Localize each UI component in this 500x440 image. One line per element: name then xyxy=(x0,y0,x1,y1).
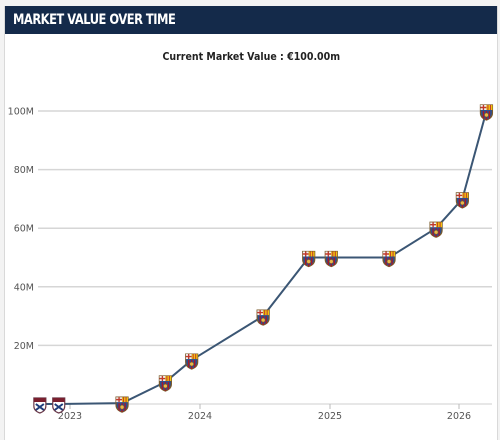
data-markers xyxy=(33,104,494,414)
club-crest-icon-1[interactable] xyxy=(33,397,47,414)
x-tick-label: 2024 xyxy=(188,411,212,422)
club-crest-icon-2[interactable] xyxy=(382,250,396,268)
market-value-widget: MARKET VALUE OVER TIME Current Market Va… xyxy=(4,6,498,440)
x-tick-label: 2023 xyxy=(58,411,82,422)
axes: 20M 40M 60M 80M 100M 2023 2024 2025 2026 xyxy=(8,107,471,423)
grid xyxy=(38,110,492,405)
current-market-value: Current Market Value : €100.00m xyxy=(5,50,497,63)
club-crest-icon-2[interactable] xyxy=(256,309,270,326)
y-tick-label: 20M xyxy=(14,341,34,352)
x-tick-label: 2025 xyxy=(318,411,342,422)
market-value-line xyxy=(39,110,488,405)
series-line xyxy=(39,110,488,405)
club-crest-icon-2[interactable] xyxy=(324,250,338,268)
widget-header: MARKET VALUE OVER TIME xyxy=(5,6,497,34)
club-crest-icon-2[interactable] xyxy=(185,353,199,370)
club-crest-icon-1[interactable] xyxy=(52,397,66,414)
club-crest-icon-2[interactable] xyxy=(158,375,172,392)
club-crest-icon-2[interactable] xyxy=(115,396,129,413)
y-tick-label: 60M xyxy=(14,224,34,235)
current-market-value-text: Current Market Value : €100.00m xyxy=(162,50,340,63)
y-tick-label: 100M xyxy=(8,107,34,118)
x-tick-label: 2026 xyxy=(447,411,471,422)
club-crest-icon-2[interactable] xyxy=(429,221,443,238)
club-crest-icon-2[interactable] xyxy=(455,192,469,209)
club-crest-icon-2[interactable] xyxy=(302,250,316,268)
widget-title: MARKET VALUE OVER TIME xyxy=(13,12,176,28)
y-tick-label: 40M xyxy=(14,282,34,293)
y-tick-label: 80M xyxy=(14,165,34,176)
club-crest-icon-2[interactable] xyxy=(479,104,494,121)
